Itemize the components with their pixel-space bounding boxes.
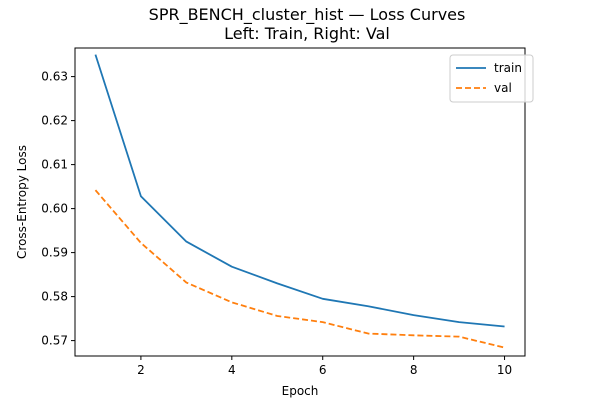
x-tick-label: 10	[497, 363, 512, 377]
legend: train val	[449, 54, 534, 103]
plot-lines	[94, 54, 505, 349]
x-axis-ticks: 2 4 6 8 10	[137, 356, 512, 377]
y-tick-label: 0.60	[41, 202, 68, 216]
legend-val-label: val	[494, 81, 512, 95]
chart-subtitle: Left: Train, Right: Val	[224, 24, 390, 43]
legend-box	[449, 54, 534, 103]
y-axis-ticks: 0.57 0.58 0.59 0.60 0.61 0.62 0.63	[41, 70, 75, 348]
plot-frame	[74, 47, 526, 357]
series-line-train	[94, 54, 505, 328]
series-line-val	[94, 189, 505, 349]
y-tick-label: 0.63	[41, 70, 68, 84]
chart-title: SPR_BENCH_cluster_hist — Loss Curves	[149, 5, 466, 25]
y-tick-label: 0.59	[41, 246, 68, 260]
y-tick-label: 0.61	[41, 158, 68, 172]
x-tick-label: 6	[319, 363, 327, 377]
y-tick-label: 0.62	[41, 114, 68, 128]
x-tick-label: 2	[137, 363, 145, 377]
x-axis-label: Epoch	[282, 384, 319, 398]
y-tick-label: 0.58	[41, 290, 68, 304]
x-tick-label: 4	[228, 363, 236, 377]
x-tick-label: 8	[410, 363, 418, 377]
y-axis-label: Cross-Entropy Loss	[15, 145, 29, 259]
legend-train-label: train	[494, 61, 522, 75]
y-tick-label: 0.57	[41, 334, 68, 348]
